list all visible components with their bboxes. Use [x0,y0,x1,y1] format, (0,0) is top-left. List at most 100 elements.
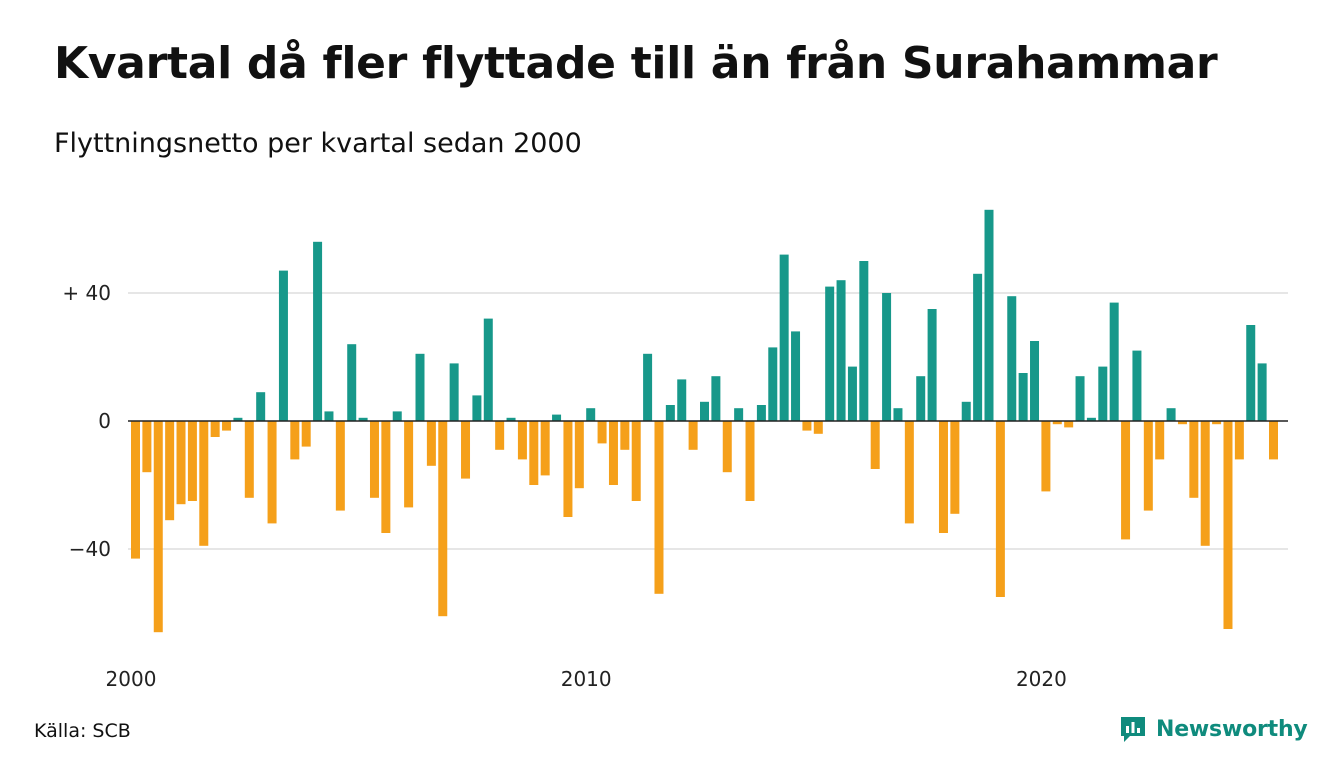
bar [825,286,835,421]
bar [483,318,493,421]
bar [1018,373,1028,421]
bar [802,421,812,431]
bar [529,421,539,485]
bar [745,421,755,501]
bar [506,417,516,421]
bar [415,353,425,421]
chart-subtitle: Flyttningsnetto per kvartal sedan 2000 [54,128,582,159]
bar [426,421,436,466]
bar [950,421,960,514]
bar [392,411,402,421]
bar [700,401,709,421]
bar [973,273,983,421]
bar [586,408,596,421]
bar [165,421,175,521]
bar [1109,302,1119,421]
bar [278,270,288,421]
bar [836,280,846,421]
bar [540,421,550,476]
y-tick-label: + 40 [62,281,111,305]
bar [711,376,721,421]
bar-chart: + 40 0 −40 2000 2010 2020 [62,209,1288,691]
bar [608,421,618,485]
bar [131,421,140,559]
bar [904,421,914,524]
bar [779,254,789,421]
bar [1064,421,1074,428]
bar [495,421,505,450]
x-tick-label: 2010 [561,667,612,691]
bar [847,366,857,421]
bar [677,379,687,421]
bar [1007,296,1017,421]
bar [1223,421,1233,629]
bar [870,421,880,469]
bar [813,421,823,434]
axis-labels: + 40 0 −40 2000 2010 2020 [62,281,1066,691]
bar [267,421,277,524]
bar [722,421,732,473]
bar [643,353,653,421]
bar [290,421,300,460]
bar [597,421,607,444]
bar [244,421,254,498]
bar [654,421,664,594]
bar [927,309,937,421]
bar [404,421,414,508]
bar [222,421,232,431]
bar [324,411,334,421]
bar [301,421,311,447]
bar [1269,421,1278,460]
bar [984,209,994,421]
bar [734,408,744,421]
bar [961,401,971,421]
bar [142,421,152,473]
bar [665,405,675,421]
bar [791,331,801,421]
bar [461,421,471,479]
bar [1200,421,1210,546]
bar [1166,408,1176,421]
bar [882,293,892,421]
bar [187,421,197,501]
bar [176,421,186,505]
bar [1098,366,1108,421]
bar [938,421,948,533]
bar [768,347,778,421]
bar [859,261,869,421]
bar [756,405,766,421]
bar [631,421,641,501]
y-tick-label: −40 [69,537,111,561]
x-tick-label: 2020 [1016,667,1067,691]
bar [995,421,1005,597]
bar [1246,325,1256,421]
bar [1075,376,1085,421]
bar [449,363,459,421]
bar [1030,341,1040,421]
bar [313,241,323,421]
bar [1189,421,1199,498]
bar [210,421,220,437]
source-note: Källa: SCB [34,720,131,742]
newsworthy-logo-icon [1121,717,1145,742]
bar [620,421,630,450]
bar [1041,421,1051,492]
bar [552,414,562,421]
bar [1257,363,1267,421]
bar [381,421,391,533]
bar [916,376,926,421]
bar [347,344,357,421]
bar [1052,421,1062,425]
brand-logo[interactable]: Newsworthy [1118,714,1308,744]
bar [153,421,163,633]
y-tick-label: 0 [98,409,111,433]
bar [358,417,368,421]
bar [199,421,209,546]
bar [1086,417,1096,421]
bar [517,421,527,460]
bar [335,421,345,511]
bar [256,392,266,421]
x-tick-label: 2000 [106,667,157,691]
bar [1132,350,1142,421]
bar [574,421,584,489]
